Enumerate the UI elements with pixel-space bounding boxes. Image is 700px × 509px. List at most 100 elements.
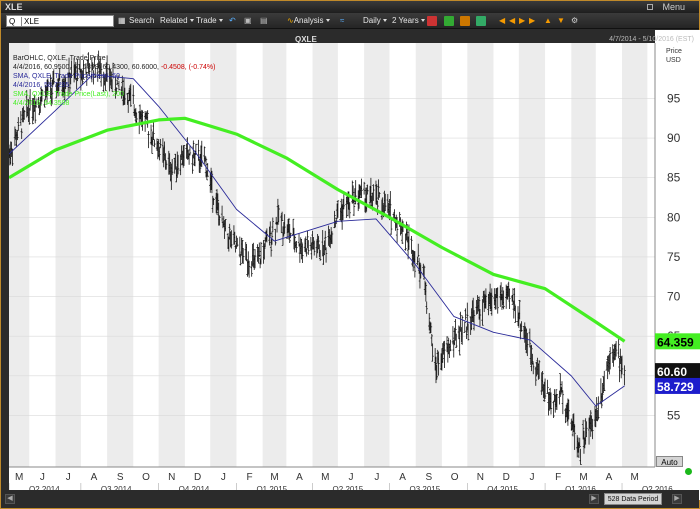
- step-left-icon[interactable]: ◀: [509, 16, 516, 25]
- ohlc-bars: [9, 50, 626, 466]
- related-label: Related: [160, 16, 188, 25]
- ohlc-bar: [20, 128, 23, 139]
- search-button[interactable]: Search: [129, 15, 154, 27]
- ohlc-bar: [121, 75, 124, 96]
- x-quarter-label: Q3 2015: [409, 485, 440, 494]
- sma-lines: [9, 74, 626, 407]
- ohlc-bar: [111, 62, 115, 79]
- ohlc-bar: [535, 362, 538, 377]
- window-title: XLE: [5, 2, 23, 12]
- month-stripe: [262, 43, 287, 467]
- restore-icon[interactable]: [647, 4, 653, 10]
- crosshair-icon[interactable]: ▣: [244, 16, 252, 25]
- analysis-button[interactable]: ∿Analysis: [287, 15, 330, 27]
- y-tick-label: 75: [667, 250, 681, 264]
- scroll-left-icon[interactable]: ◀: [499, 16, 506, 25]
- ohlc-bar: [458, 326, 461, 356]
- ohlc-bar: [481, 299, 484, 326]
- ohlc-bar: [287, 218, 291, 240]
- chart-title: QXLE: [295, 35, 317, 44]
- menu-button[interactable]: Menu: [662, 2, 685, 12]
- legend-bar-ohlc: 4/4/2016, 60.9500, 61.5899, 60.4300, 60.…: [13, 64, 159, 71]
- ohlc-bar: [224, 218, 227, 232]
- step-right-icon[interactable]: ▶: [519, 16, 526, 25]
- ohlc-bar: [174, 153, 177, 170]
- ohlc-bar: [50, 79, 54, 104]
- ohlc-bar: [271, 217, 275, 233]
- ohlc-bar: [92, 70, 95, 85]
- auto-scale-button[interactable]: Auto: [656, 456, 683, 467]
- ohlc-bar: [116, 80, 119, 86]
- zoom-in-icon[interactable]: ▲: [544, 16, 552, 25]
- ohlc-bar: [596, 409, 599, 422]
- ohlc-bar: [478, 308, 482, 327]
- symbol-value[interactable]: XLE: [24, 17, 40, 26]
- x-quarter-label: Q4 2015: [487, 485, 518, 494]
- x-quarter-label: Q2 2014: [29, 485, 60, 494]
- ohlc-bar: [132, 85, 135, 105]
- ohlc-bar: [304, 236, 307, 253]
- ohlc-bar: [205, 170, 209, 181]
- ohlc-bar: [270, 231, 274, 245]
- y-tick-label: 95: [667, 91, 681, 105]
- x-month-label: A: [296, 472, 303, 483]
- ohlc-bar: [152, 121, 155, 141]
- ohlc-bar: [417, 243, 420, 258]
- x-month-label: J: [221, 472, 226, 483]
- currency-label: USD: [666, 57, 681, 64]
- grid-icon[interactable]: ▦: [118, 16, 126, 25]
- ohlc-bar: [70, 60, 73, 78]
- ohlc-bar: [94, 67, 97, 78]
- ohlc-bar: [437, 351, 440, 376]
- studies-icon[interactable]: ≈: [340, 16, 345, 25]
- ohlc-bar: [238, 236, 242, 258]
- ohlc-bar: [581, 419, 585, 440]
- ohlc-bar: [268, 226, 271, 246]
- ohlc-bar: [291, 218, 295, 236]
- ohlc-bar: [280, 214, 283, 234]
- compare-icon[interactable]: [460, 16, 470, 26]
- scroll-left-button[interactable]: ◀: [5, 494, 15, 504]
- settings-icon[interactable]: ⚙: [571, 16, 579, 25]
- ohlc-bar: [226, 233, 230, 249]
- scroll-right-icon[interactable]: ▶: [529, 16, 536, 25]
- y-tick-label: 85: [667, 171, 681, 185]
- ohlc-bar: [253, 249, 257, 269]
- ohlc-bar: [11, 148, 14, 166]
- zoom-out-icon[interactable]: ▼: [557, 16, 565, 25]
- ohlc-bar: [528, 328, 532, 348]
- ohlc-bar: [567, 399, 570, 420]
- undo-icon[interactable]: ↶: [229, 16, 236, 25]
- chart-type-icon[interactable]: [427, 16, 437, 26]
- month-stripe: [622, 43, 648, 467]
- ohlc-bar: [451, 326, 455, 345]
- ohlc-bar: [466, 302, 469, 331]
- x-month-label: F: [247, 472, 253, 483]
- price-chart[interactable]: 556065707580859095 MJJASONDJFMAMJJASONDJ…: [9, 30, 700, 500]
- ohlc-bar: [531, 353, 534, 365]
- symbol-type[interactable]: Q: [9, 17, 16, 26]
- ohlc-bar: [472, 310, 476, 331]
- ohlc-bar: [620, 355, 624, 375]
- symbol-input[interactable]: Q XLE: [6, 15, 114, 27]
- layout-icon[interactable]: [476, 16, 486, 26]
- ohlc-bar: [573, 424, 576, 450]
- y-tick-label: 80: [667, 210, 681, 224]
- ohlc-bar: [179, 154, 182, 176]
- related-button[interactable]: Related: [160, 15, 194, 27]
- frequency-select[interactable]: Daily: [363, 15, 387, 27]
- ohlc-bar: [500, 293, 504, 310]
- data-period-button[interactable]: 528 Data Period: [604, 493, 662, 505]
- month-stripe: [571, 43, 596, 467]
- x-quarter-label: Q1 2015: [256, 485, 287, 494]
- ohlc-bar: [126, 93, 129, 105]
- scroll-right-button[interactable]: ▶: [589, 494, 599, 504]
- footer-bar: ◀ ▶ 528 Data Period ▶: [1, 490, 699, 508]
- ohlc-bar: [428, 313, 431, 331]
- expand-button[interactable]: ▶: [672, 494, 682, 504]
- trade-button[interactable]: Trade: [196, 15, 223, 27]
- ohlc-bar: [176, 154, 180, 175]
- folder-icon[interactable]: ▤: [260, 16, 268, 25]
- range-select[interactable]: 2 Years: [392, 15, 425, 27]
- overlay-icon[interactable]: [444, 16, 454, 26]
